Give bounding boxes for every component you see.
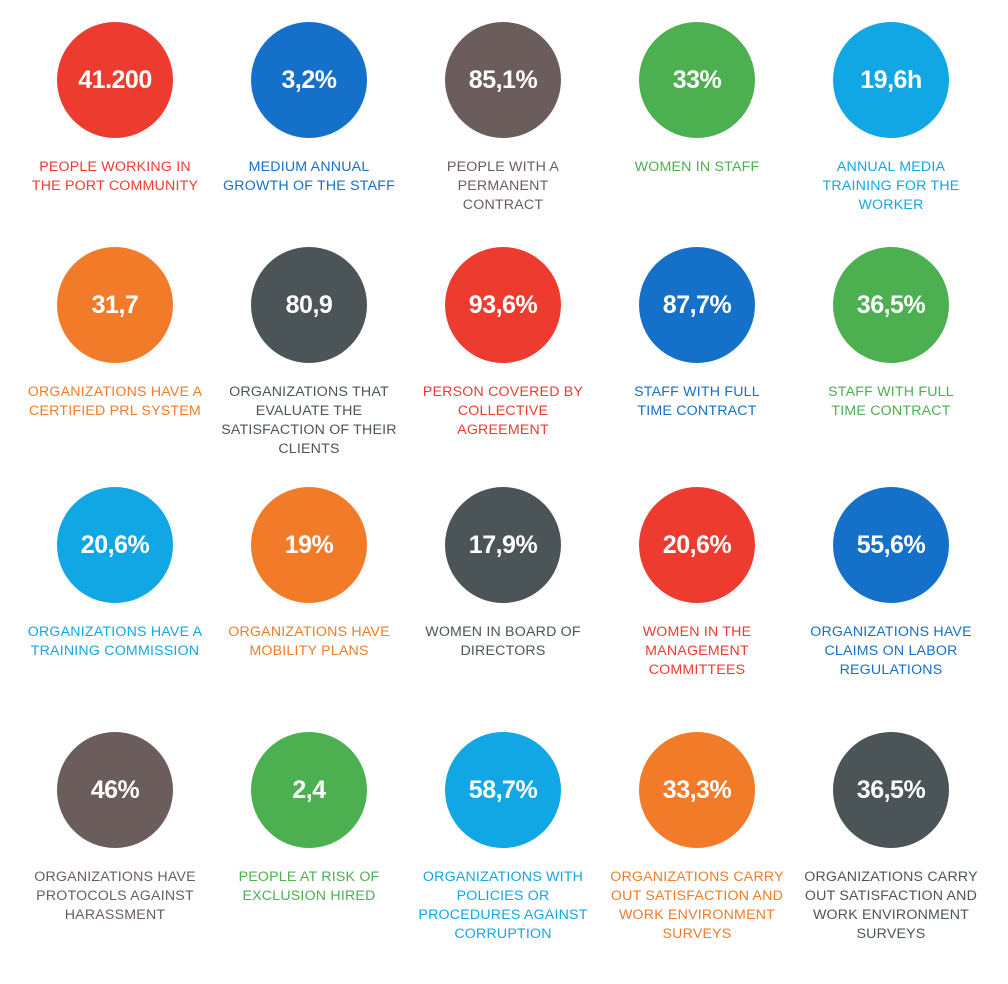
stat-label: WOMEN IN THE MANAGEMENT COMMITTEES [642,624,752,678]
stat-value: 19,6h [860,65,922,94]
stat-label: STAFF WITH FULL TIME CONTRACT [828,384,954,419]
stat-item: 36,5% STAFF WITH FULL TIME CONTRACT [794,247,988,421]
stat-label: ANNUAL MEDIA TRAINING FOR THE WORKER [822,159,960,213]
stat-item: 80,9 ORGANIZATIONS THAT EVALUATE THE SATISF… [212,247,406,459]
stat-value: 2,4 [292,775,326,804]
stat-label: WOMEN IN BOARD OF DIRECTORS [425,624,581,659]
stat-value: 20,6% [662,530,732,559]
stat-label: WOMEN IN STAFF [634,159,760,175]
stat-circle: 20,6% [57,487,173,603]
stat-circle: 17,9% [445,487,561,603]
stat-value: 87,7% [662,290,732,319]
stat-value: 36,5% [856,775,926,804]
stat-circle: 33% [639,22,755,138]
stat-value: 17,9% [468,530,538,559]
stat-circle: 93,6% [445,247,561,363]
stat-item: 31,7 ORGANIZATIONS HAVE A CERTIFIED PRL SY… [18,247,212,421]
stat-item: 20,6% ORGANIZATIONS HAVE A TRAINING COMMIS… [18,487,212,661]
stat-circle: 2,4 [251,732,367,848]
stat-circle: 41.200 [57,22,173,138]
stat-item: 85,1% PEOPLE WITH A PERMANENT CONTRACT [406,22,600,215]
stat-label: MEDIUM ANNUAL GROWTH OF THE STAFF [223,159,395,194]
stat-circle: 3,2% [251,22,367,138]
stat-circle: 85,1% [445,22,561,138]
stat-label: ORGANIZATIONS HAVE MOBILITY PLANS [228,624,390,659]
stat-circle: 87,7% [639,247,755,363]
stat-item: 46% ORGANIZATIONS HAVE PROTOCOLS AGAINST HA… [18,732,212,925]
stat-value: 93,6% [468,290,538,319]
stat-value: 80,9 [285,290,333,319]
stat-item: 58,7% ORGANIZATIONS WITH POLICIES OR PROCED… [406,732,600,944]
stat-circle: 58,7% [445,732,561,848]
stat-label: ORGANIZATIONS CARRY OUT SATISFACTION AND W… [804,869,978,942]
stat-value: 3,2% [281,65,337,94]
stat-item: 41.200 PEOPLE WORKING IN THE PORT COMMUNIT… [18,22,212,196]
stat-value: 31,7 [91,290,139,319]
stat-label: STAFF WITH FULL TIME CONTRACT [634,384,760,419]
stat-label: ORGANIZATIONS HAVE A TRAINING COMMISSION [27,624,203,659]
stat-label: ORGANIZATIONS HAVE CLAIMS ON LABOR REGULAT… [810,624,972,678]
stat-value: 85,1% [468,65,538,94]
stat-item: 55,6% ORGANIZATIONS HAVE CLAIMS ON LABOR RE… [794,487,988,680]
stat-item: 2,4 PEOPLE AT RISK OF EXCLUSION HIRED [212,732,406,906]
stat-circle: 19,6h [833,22,949,138]
stat-item: 3,2% MEDIUM ANNUAL GROWTH OF THE STAFF [212,22,406,196]
stat-value: 55,6% [856,530,926,559]
stat-item: 17,9% WOMEN IN BOARD OF DIRECTORS [406,487,600,661]
stat-circle: 46% [57,732,173,848]
stat-circle: 20,6% [639,487,755,603]
stat-label: PEOPLE WORKING IN THE PORT COMMUNITY [31,159,199,194]
stat-value: 33% [672,65,722,94]
stat-value: 41.200 [78,65,152,94]
stat-value: 46% [90,775,140,804]
stat-label: ORGANIZATIONS HAVE PROTOCOLS AGAINST HARAS… [34,869,196,923]
stat-label: PEOPLE AT RISK OF EXCLUSION HIRED [238,869,380,904]
stat-item: 33% WOMEN IN STAFF [600,22,794,177]
stat-label: PEOPLE WITH A PERMANENT CONTRACT [446,159,560,213]
stat-item: 36,5% ORGANIZATIONS CARRY OUT SATISFACTION… [794,732,988,944]
stat-value: 19% [284,530,334,559]
stat-circle: 19% [251,487,367,603]
stat-item: 33,3% ORGANIZATIONS CARRY OUT SATISFACTION… [600,732,794,944]
stat-value: 33,3% [662,775,732,804]
stat-item: 87,7% STAFF WITH FULL TIME CONTRACT [600,247,794,421]
stat-item: 93,6% PERSON COVERED BY COLLECTIVE AGREEMEN… [406,247,600,440]
stat-label: ORGANIZATIONS CARRY OUT SATISFACTION AND W… [610,869,784,942]
stat-circle: 33,3% [639,732,755,848]
stat-circle: 36,5% [833,247,949,363]
stat-item: 20,6% WOMEN IN THE MANAGEMENT COMMITTEES [600,487,794,680]
stat-label: ORGANIZATIONS WITH POLICIES OR PROCEDURES … [418,869,588,942]
stat-circle: 36,5% [833,732,949,848]
stat-value: 58,7% [468,775,538,804]
stat-circle: 80,9 [251,247,367,363]
stat-item: 19,6h ANNUAL MEDIA TRAINING FOR THE WORKER [794,22,988,215]
stat-circle: 55,6% [833,487,949,603]
stat-value: 36,5% [856,290,926,319]
stat-label: ORGANIZATIONS HAVE A CERTIFIED PRL SYSTEM [27,384,203,419]
stat-item: 19% ORGANIZATIONS HAVE MOBILITY PLANS [212,487,406,661]
stat-label: PERSON COVERED BY COLLECTIVE AGREEMENT [422,384,584,438]
stat-label: ORGANIZATIONS THAT EVALUATE THE SATISFACTI… [221,384,397,457]
stat-circle: 31,7 [57,247,173,363]
stat-value: 20,6% [80,530,150,559]
